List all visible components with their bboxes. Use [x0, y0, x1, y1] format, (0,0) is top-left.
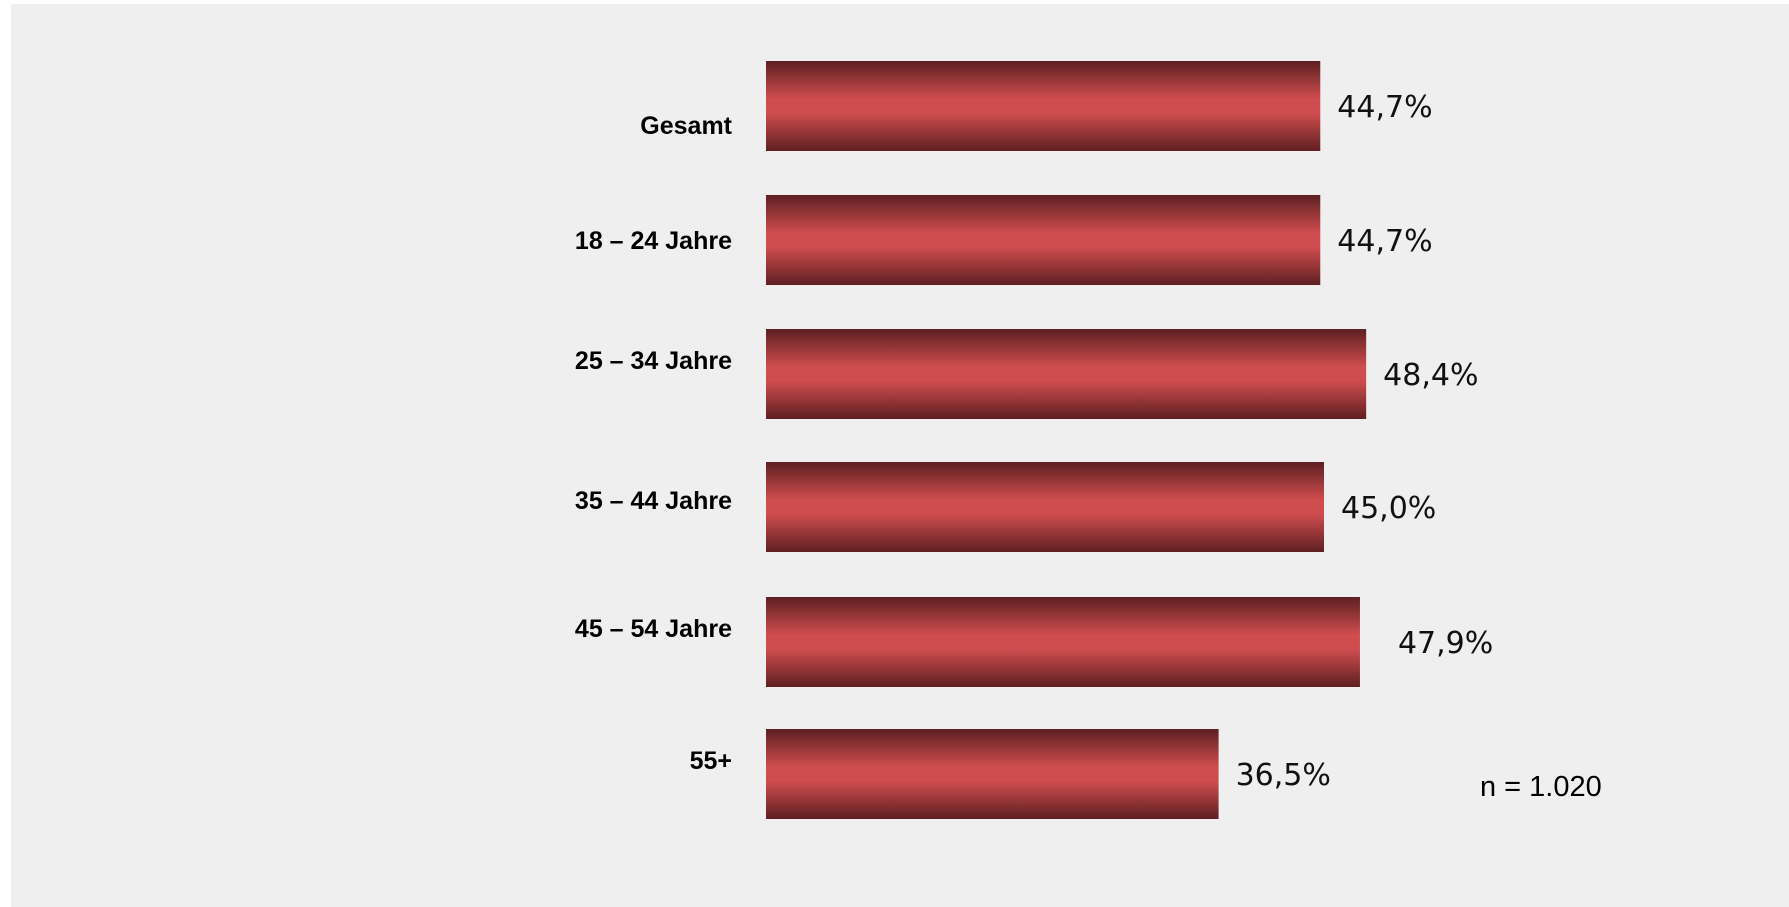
value-label-5: 36,5%: [1236, 758, 1331, 793]
bar-0: [766, 61, 1321, 151]
bar-5: [766, 729, 1219, 819]
bar-4: [766, 597, 1360, 687]
labels-layer: 44,7% Gesamt 44,7% 18 – 24 Jahre 48,4% 25 – 3…: [575, 90, 1493, 793]
chart-panel: 44,7% Gesamt 44,7% 18 – 24 Jahre 48,4% 25 – 3…: [11, 4, 1789, 907]
value-label-0: 44,7%: [1337, 90, 1432, 125]
category-label-5: 55+: [690, 747, 732, 775]
category-label-3: 35 – 44 Jahre: [575, 487, 732, 515]
value-label-4: 47,9%: [1398, 626, 1493, 661]
category-label-0: Gesamt: [640, 112, 732, 140]
category-label-1: 18 – 24 Jahre: [575, 227, 732, 255]
category-label-4: 45 – 54 Jahre: [575, 615, 732, 643]
bar-3: [766, 462, 1324, 552]
bar-2: [766, 329, 1367, 419]
bar-1: [766, 195, 1321, 285]
value-label-1: 44,7%: [1337, 224, 1432, 259]
category-label-2: 25 – 34 Jahre: [575, 347, 732, 375]
sample-size-note: n = 1.020: [1480, 771, 1602, 803]
value-label-2: 48,4%: [1383, 358, 1478, 393]
value-label-3: 45,0%: [1341, 491, 1436, 526]
bars-layer: [766, 61, 1367, 819]
bar-chart: 44,7% Gesamt 44,7% 18 – 24 Jahre 48,4% 25 – 3…: [575, 61, 1602, 819]
